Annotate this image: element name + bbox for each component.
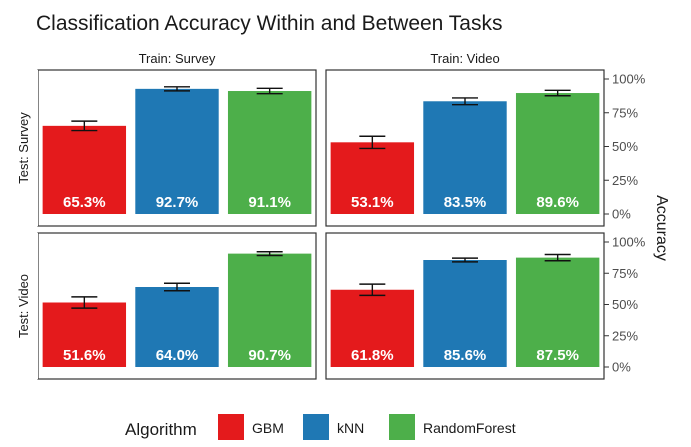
data-label: 89.6% <box>536 194 579 211</box>
data-label: 90.7% <box>248 347 291 364</box>
y-tick-label: 100% <box>612 235 646 250</box>
y-tick-label: 75% <box>612 266 638 281</box>
legend-swatch-gbm <box>218 414 244 440</box>
bar-gbm <box>42 302 127 367</box>
legend-label: GBM <box>252 420 284 436</box>
panel-2-2: 61.8% 85.6% 87.5% <box>325 232 605 380</box>
bar-gbm <box>42 125 127 214</box>
data-label: 65.3% <box>63 194 106 211</box>
bar-randomforest <box>515 257 600 367</box>
panel-2-1: 51.6% 64.0% 90.7% <box>37 232 317 380</box>
data-label: 51.6% <box>63 347 106 364</box>
bar-gbm <box>330 289 415 367</box>
data-label: 91.1% <box>248 194 291 211</box>
bar-knn <box>423 101 507 214</box>
column-strip-label: Train: Survey <box>139 51 216 66</box>
y-tick-label: 75% <box>612 105 638 120</box>
facet-strips: Test: Survey Test: Video Train: Survey Trai… <box>10 51 500 379</box>
legend: Algorithm GBM kNN RandomForest <box>125 414 516 440</box>
y-tick-label: 100% <box>612 72 646 87</box>
data-label: 61.8% <box>351 347 394 364</box>
bar-knn <box>135 88 219 214</box>
y-tick-label: 50% <box>612 139 638 154</box>
data-label: 53.1% <box>351 194 394 211</box>
legend-label: RandomForest <box>423 420 516 436</box>
legend-label: kNN <box>337 420 364 436</box>
data-label: 85.6% <box>444 347 487 364</box>
data-label: 83.5% <box>444 194 487 211</box>
facet-panels: 65.3% 92.7% 91.1% 53.1% 83.5% 89.6% 51.6% 64.0%… <box>37 69 605 380</box>
y-axis: 0% 25% 50% 75% 100% 0% 25% 50% 75% 100% <box>604 72 646 375</box>
bar-knn <box>135 287 219 367</box>
y-tick-label: 25% <box>612 328 638 343</box>
y-tick-label: 0% <box>612 360 631 375</box>
legend-swatch-knn <box>303 414 329 440</box>
y-tick-label: 0% <box>612 207 631 222</box>
y-tick-label: 50% <box>612 297 638 312</box>
bar-knn <box>423 260 507 367</box>
row-strip-label: Test: Survey <box>16 112 31 184</box>
row-strip <box>10 233 38 379</box>
panel-1-2: 53.1% 83.5% 89.6% <box>325 69 605 227</box>
y-axis-label: Accuracy <box>653 195 670 261</box>
legend-title: Algorithm <box>125 420 197 439</box>
data-label: 92.7% <box>156 194 199 211</box>
data-label: 87.5% <box>536 347 579 364</box>
column-strip-label: Train: Video <box>430 51 499 66</box>
y-tick-label: 25% <box>612 173 638 188</box>
row-strip-label: Test: Video <box>16 274 31 338</box>
bar-randomforest <box>227 253 312 367</box>
panel-1-1: 65.3% 92.7% 91.1% <box>37 69 317 227</box>
chart-title: Classification Accuracy Within and Betwe… <box>36 12 503 35</box>
bar-gbm <box>330 142 415 214</box>
bar-randomforest <box>515 93 600 214</box>
data-label: 64.0% <box>156 347 199 364</box>
legend-swatch-randomforest <box>389 414 415 440</box>
bar-randomforest <box>227 91 312 214</box>
row-strip <box>10 70 38 226</box>
